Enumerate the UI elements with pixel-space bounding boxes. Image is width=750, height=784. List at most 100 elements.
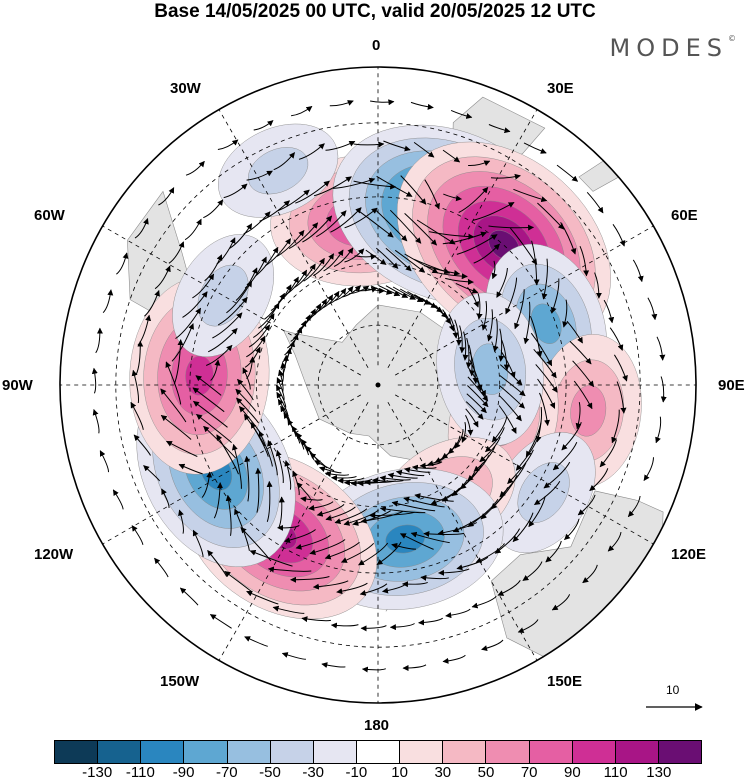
wind-vector xyxy=(469,359,483,392)
wind-vector xyxy=(253,120,274,131)
wind-vector xyxy=(491,260,498,280)
wind-vector xyxy=(450,109,473,119)
wind-vector xyxy=(424,179,440,210)
meridian-line xyxy=(387,109,538,369)
colorbar-swatch xyxy=(98,741,142,763)
wind-vector xyxy=(423,530,465,537)
wind-vector xyxy=(92,409,100,434)
wind-vector xyxy=(313,176,352,197)
wind-vector xyxy=(586,191,604,214)
wind-vector xyxy=(280,362,287,386)
wind-vector xyxy=(394,249,426,273)
wind-vector xyxy=(133,434,151,456)
wind-vector xyxy=(301,439,315,461)
wind-vector xyxy=(512,512,534,543)
wind-vector xyxy=(575,402,582,430)
wind-vector xyxy=(616,381,627,414)
lon-label-150e: 150E xyxy=(547,673,583,690)
wind-vector xyxy=(385,247,412,272)
wind-vector xyxy=(165,361,182,405)
wind-vector xyxy=(556,164,579,182)
colorbar-swatch xyxy=(615,741,659,763)
wind-vector xyxy=(160,388,187,423)
wind-vector xyxy=(603,299,615,324)
meridian-line xyxy=(394,394,654,545)
wind-vector xyxy=(399,288,424,303)
wind-vector xyxy=(301,616,331,623)
wind-vector xyxy=(303,257,325,282)
wind-vector xyxy=(473,243,500,264)
wind-vector xyxy=(319,466,342,474)
wind-vector xyxy=(462,331,469,361)
wind-vector xyxy=(207,550,228,577)
wind-vector xyxy=(445,277,474,285)
wind-vector xyxy=(193,400,228,428)
colorbar xyxy=(54,740,702,764)
wind-vector xyxy=(430,487,460,506)
wind-vector xyxy=(529,316,543,358)
wind-vector xyxy=(418,617,443,626)
wind-vector xyxy=(324,471,350,478)
meridian-line xyxy=(102,394,362,545)
wind-vector xyxy=(296,482,311,500)
wind-vector xyxy=(280,405,294,430)
wind-vector xyxy=(216,434,239,475)
wind-vector xyxy=(309,452,328,469)
wind-vector xyxy=(514,289,525,330)
wind-vector xyxy=(234,508,250,551)
wind-vector xyxy=(656,336,666,361)
wind-vector xyxy=(160,415,192,440)
wind-vector xyxy=(609,327,624,351)
wind-vector xyxy=(204,254,223,282)
wind-vector xyxy=(488,224,535,231)
colorbar-tick-label: 70 xyxy=(520,764,538,781)
colorbar-tick-label: -50 xyxy=(259,764,281,781)
wind-vector xyxy=(612,224,626,247)
colorbar-swatch xyxy=(313,741,357,763)
wind-vector xyxy=(316,504,345,517)
wind-vector xyxy=(336,582,368,595)
wind-vector xyxy=(328,288,347,305)
wind-vector xyxy=(378,284,401,297)
wind-vector xyxy=(497,580,521,596)
wind-vector xyxy=(358,542,389,566)
wind-vector xyxy=(523,142,547,154)
wind-vector xyxy=(224,570,253,593)
wind-vector xyxy=(333,247,354,267)
wind-vector xyxy=(229,223,253,249)
wind-vector xyxy=(135,340,144,375)
wind-vector xyxy=(99,450,110,473)
wind-vector xyxy=(134,218,149,239)
wind-vector xyxy=(560,222,577,255)
wind-vector xyxy=(161,488,170,508)
wind-vector xyxy=(499,395,522,422)
wind-vector xyxy=(434,271,468,280)
wind-vector xyxy=(332,177,376,189)
wind-vector xyxy=(551,594,571,611)
lon-label-150w: 150W xyxy=(160,673,200,690)
wind-vector xyxy=(294,314,311,336)
wind-vector xyxy=(392,286,416,300)
wind-vector xyxy=(272,605,305,614)
wind-vector xyxy=(244,346,261,368)
wind-vector xyxy=(231,443,242,489)
wind-vector xyxy=(264,238,292,267)
wind-vector xyxy=(321,662,346,669)
wind-vector xyxy=(364,479,396,486)
wind-vector xyxy=(496,267,508,298)
wind-vector xyxy=(550,278,560,314)
wind-vector xyxy=(507,449,534,485)
wind-vector xyxy=(361,666,387,673)
meridian-line xyxy=(102,225,362,376)
wind-vector xyxy=(632,259,644,283)
wind-vector xyxy=(530,332,553,367)
wind-vector xyxy=(185,160,205,176)
graticule xyxy=(60,67,696,703)
wind-vector xyxy=(660,376,667,403)
wind-vector xyxy=(400,175,427,205)
wind-vector xyxy=(242,367,251,390)
lon-label-30e: 30E xyxy=(547,80,574,97)
colorbar-swatch xyxy=(55,741,99,763)
colorbar-ticks: -130 -110 -90 -70 -50 -30 -10 10 30 50 70 90 110 130 xyxy=(54,764,702,784)
